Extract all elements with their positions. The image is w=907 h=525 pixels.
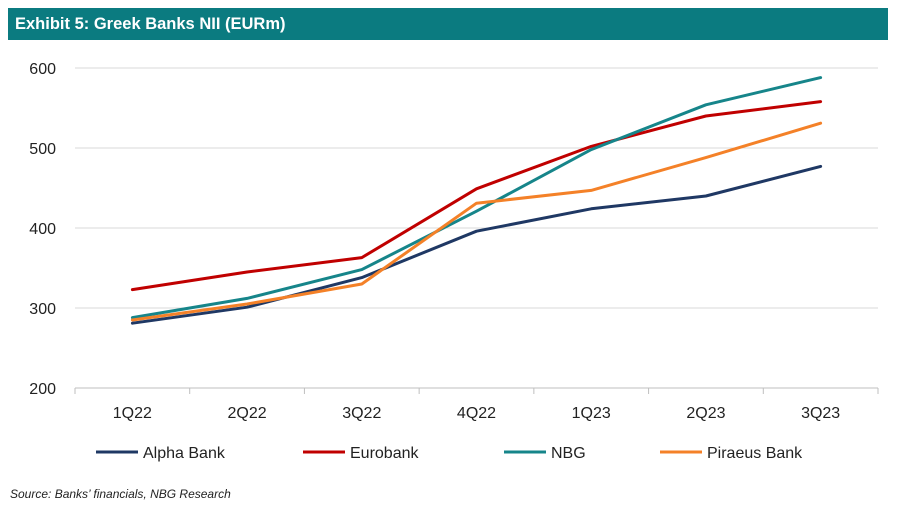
- legend-label: NBG: [551, 445, 586, 462]
- x-tick-label: 1Q23: [572, 405, 611, 422]
- x-tick-label: 2Q23: [686, 405, 725, 422]
- x-tick-label: 2Q22: [228, 405, 267, 422]
- legend-label: Eurobank: [350, 445, 419, 462]
- legend-label: Alpha Bank: [143, 445, 226, 462]
- y-tick-label: 500: [29, 141, 56, 158]
- series-line-eurobank: [130, 100, 823, 292]
- y-tick-label: 600: [29, 61, 56, 78]
- series-line-piraeus-bank: [130, 121, 823, 322]
- series-line-alpha-bank: [130, 164, 823, 325]
- source-note: Source: Banks’ financials, NBG Research: [10, 487, 231, 501]
- series-line-nbg: [130, 76, 823, 320]
- x-tick-label: 3Q22: [342, 405, 381, 422]
- legend-label: Piraeus Bank: [707, 445, 803, 462]
- x-tick-label: 4Q22: [457, 405, 496, 422]
- chart-title: Exhibit 5: Greek Banks NII (EURm): [8, 8, 888, 40]
- x-tick-label: 3Q23: [801, 405, 840, 422]
- y-tick-label: 200: [29, 381, 56, 398]
- y-tick-label: 300: [29, 301, 56, 318]
- y-tick-label: 400: [29, 221, 56, 238]
- x-tick-label: 1Q22: [113, 405, 152, 422]
